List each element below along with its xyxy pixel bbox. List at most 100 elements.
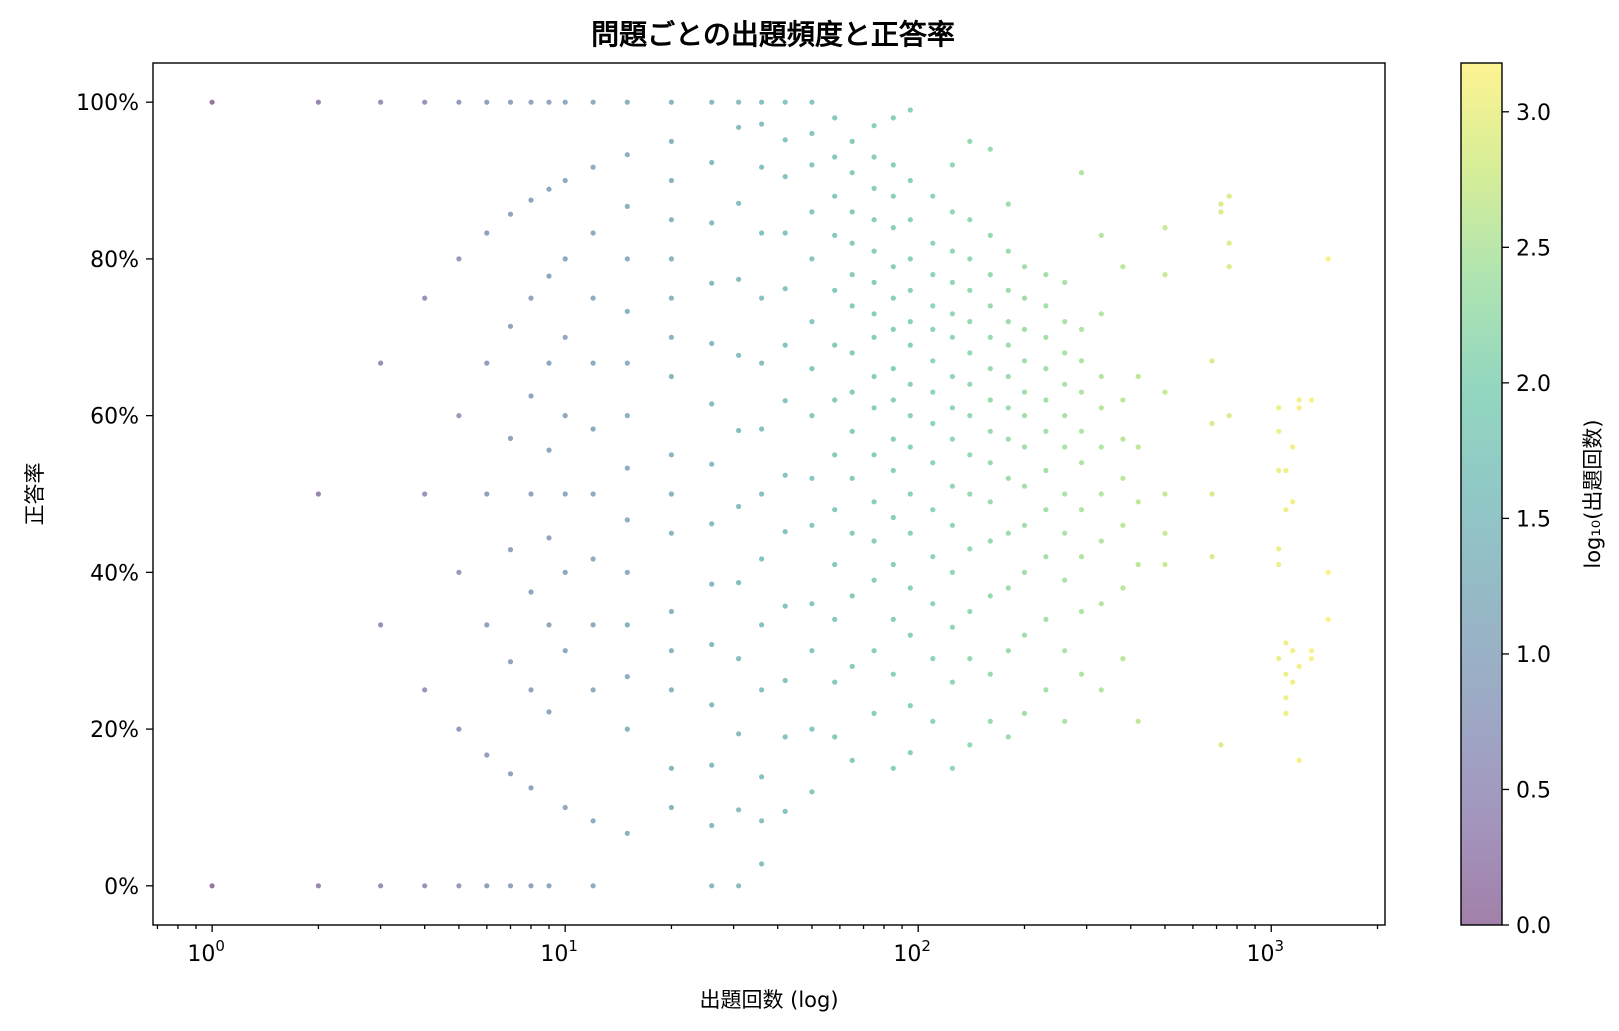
data-point [590, 491, 596, 497]
data-point [849, 350, 855, 356]
data-point [890, 467, 896, 474]
data-point [562, 256, 568, 262]
data-point [759, 360, 765, 366]
data-point [528, 883, 534, 889]
data-point [930, 193, 936, 199]
data-point [590, 556, 596, 562]
data-point [782, 603, 788, 609]
y-tick-label: 40% [90, 561, 139, 586]
data-point [1290, 679, 1296, 685]
data-point [1021, 444, 1028, 450]
data-point [782, 286, 788, 292]
data-point [1043, 616, 1049, 623]
data-point [987, 146, 993, 152]
data-point [590, 883, 596, 889]
data-point [624, 830, 630, 836]
data-point [871, 311, 877, 317]
x-tick-label: 100 [187, 937, 225, 967]
data-point [546, 360, 552, 366]
data-point [949, 436, 956, 442]
data-point [1120, 475, 1126, 481]
data-point [1283, 507, 1289, 513]
data-point [378, 99, 384, 105]
data-point [949, 483, 956, 489]
data-point [422, 687, 428, 693]
data-point [907, 413, 913, 419]
data-point [1005, 436, 1011, 442]
data-point [1283, 695, 1289, 701]
data-point [624, 413, 630, 419]
data-point [709, 99, 715, 105]
y-axis-label: 正答率 [23, 463, 47, 526]
data-point [759, 774, 765, 780]
colorbar-tick-label: 1.0 [1516, 643, 1551, 668]
data-point [590, 99, 596, 105]
data-point [1325, 616, 1331, 623]
data-point [1290, 648, 1296, 654]
data-point [809, 256, 815, 262]
data-point [782, 230, 788, 236]
data-point [967, 381, 973, 387]
data-point [1098, 687, 1104, 693]
data-point [890, 115, 896, 121]
data-point [782, 677, 788, 684]
data-point [1296, 757, 1302, 764]
y-tick-label: 0% [104, 875, 139, 900]
data-point [1062, 577, 1068, 583]
data-point [507, 547, 514, 553]
data-point [624, 517, 630, 523]
data-point [907, 530, 913, 536]
data-point [930, 272, 936, 278]
data-point [1120, 585, 1126, 591]
data-point [849, 663, 855, 670]
data-point [1078, 507, 1085, 513]
data-point [782, 137, 788, 143]
data-point [1043, 366, 1049, 372]
data-point [668, 765, 675, 771]
data-point [987, 593, 993, 599]
data-point [930, 507, 936, 513]
data-point [590, 622, 596, 628]
data-point [484, 360, 490, 366]
data-point [709, 220, 715, 226]
data-point [890, 295, 896, 301]
data-point [967, 656, 973, 662]
data-point [1062, 491, 1068, 497]
data-point [871, 185, 877, 191]
data-point [1226, 264, 1232, 270]
data-point [871, 710, 877, 717]
data-point [890, 671, 896, 677]
data-point [871, 154, 877, 160]
data-point [907, 107, 913, 113]
data-point [709, 280, 715, 286]
data-point [736, 883, 742, 889]
data-point [507, 771, 514, 777]
data-point [1021, 295, 1028, 301]
data-point [930, 303, 936, 309]
data-point [809, 475, 815, 481]
data-point [832, 734, 838, 740]
colorbar-tick-label: 2.5 [1516, 236, 1551, 261]
data-point [1308, 656, 1315, 662]
data-point [890, 561, 896, 568]
data-point [1162, 530, 1168, 536]
data-point [759, 99, 765, 105]
x-tick-label: 102 [893, 937, 931, 967]
data-point [1120, 264, 1126, 270]
data-point [949, 624, 956, 630]
data-point [759, 556, 765, 562]
data-point [736, 656, 742, 662]
data-point [507, 659, 514, 665]
data-point [890, 225, 896, 231]
data-point [1005, 342, 1011, 348]
data-point [871, 123, 877, 129]
data-point [709, 581, 715, 587]
data-point [907, 177, 913, 184]
data-point [1078, 671, 1085, 677]
data-point [871, 405, 877, 411]
data-point [1062, 319, 1068, 325]
data-point [1276, 561, 1282, 568]
data-point [456, 883, 462, 889]
data-point [1005, 248, 1011, 254]
data-point [782, 174, 788, 180]
